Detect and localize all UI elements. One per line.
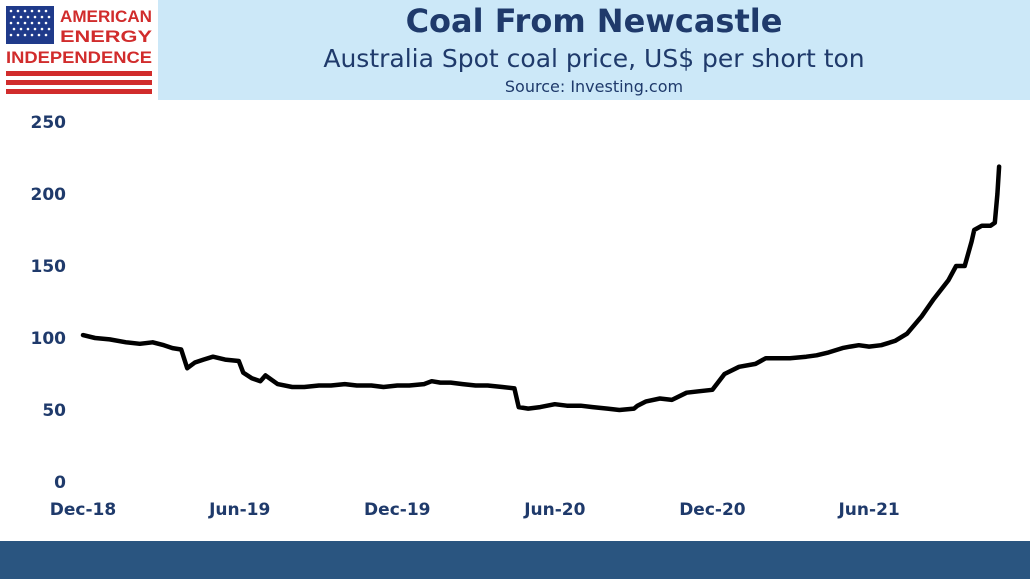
logo-stripe (6, 89, 152, 94)
logo-stripe (6, 71, 152, 76)
chart-subtitle: Australia Spot coal price, US$ per short… (323, 44, 865, 73)
y-tick-label: 150 (31, 257, 67, 277)
series-line (80, 164, 1002, 413)
y-tick-label: 250 (31, 113, 67, 133)
logo-graphic: AMERICAN ENERGY INDEPENDENCE (6, 6, 153, 94)
x-tick-label: Dec-19 (364, 500, 430, 520)
x-tick-label: Jun-21 (837, 500, 899, 520)
us-flag-icon (6, 6, 54, 46)
logo-stripe (6, 80, 152, 85)
chart-source: Source: Investing.com (504, 77, 684, 96)
footer-bar (0, 541, 1030, 579)
x-tick-label: Jun-20 (523, 500, 585, 520)
y-tick-label: 50 (42, 401, 66, 421)
y-tick-label: 0 (54, 473, 66, 493)
logo-line-1: AMERICAN (60, 7, 152, 26)
logo-line-2: ENERGY (60, 27, 153, 46)
line-chart: 0 50 100 150 200 250 Dec-18 Jun-19 Dec-19 Jun-20 D… (31, 113, 1002, 520)
y-tick-label: 100 (31, 329, 67, 349)
brand-logo: AMERICAN ENERGY INDEPENDENCE (0, 0, 158, 100)
chart-title: Coal From Newcastle (405, 2, 783, 40)
chart-header: Coal From Newcastle Australia Spot coal … (158, 0, 1030, 100)
x-tick-label: Jun-19 (208, 500, 270, 520)
x-tick-label: Dec-20 (679, 500, 746, 520)
x-tick-label: Dec-18 (50, 500, 116, 520)
logo-line-3: INDEPENDENCE (6, 48, 152, 67)
y-tick-label: 200 (31, 185, 67, 205)
